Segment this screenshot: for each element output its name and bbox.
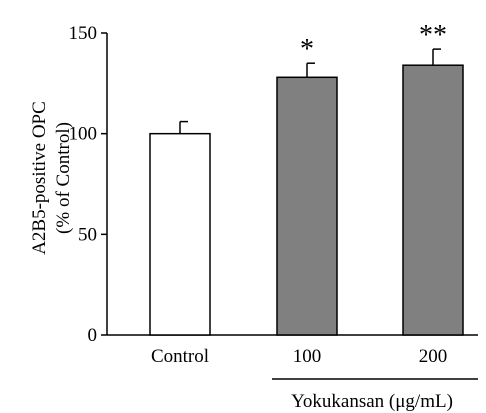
y-axis-title: A2B5-positive OPC (% of Control) bbox=[29, 101, 74, 255]
x-tick-label: 100 bbox=[293, 346, 322, 367]
y-axis-title-line2: (% of Control) bbox=[53, 122, 74, 234]
y-tick-label: 0 bbox=[88, 325, 98, 346]
bar-100 bbox=[276, 76, 338, 336]
x-axis-title: Yokukansan (μg/mL) bbox=[291, 391, 453, 412]
x-tick-label: 200 bbox=[419, 346, 448, 367]
x-tick-label: Control bbox=[151, 346, 209, 367]
y-axis-title-line1: A2B5-positive OPC bbox=[29, 101, 50, 255]
y-tick-label: 150 bbox=[69, 23, 98, 44]
significance-mark: ** bbox=[419, 20, 447, 51]
bar-control bbox=[149, 132, 211, 336]
plot-area: 0 50 100 150 Control * 100 ** 200 bbox=[69, 20, 478, 367]
y-tick-label: 50 bbox=[78, 224, 97, 245]
y-tick-label: 100 bbox=[69, 124, 98, 145]
bar-200 bbox=[402, 64, 464, 336]
significance-mark: * bbox=[300, 34, 314, 65]
